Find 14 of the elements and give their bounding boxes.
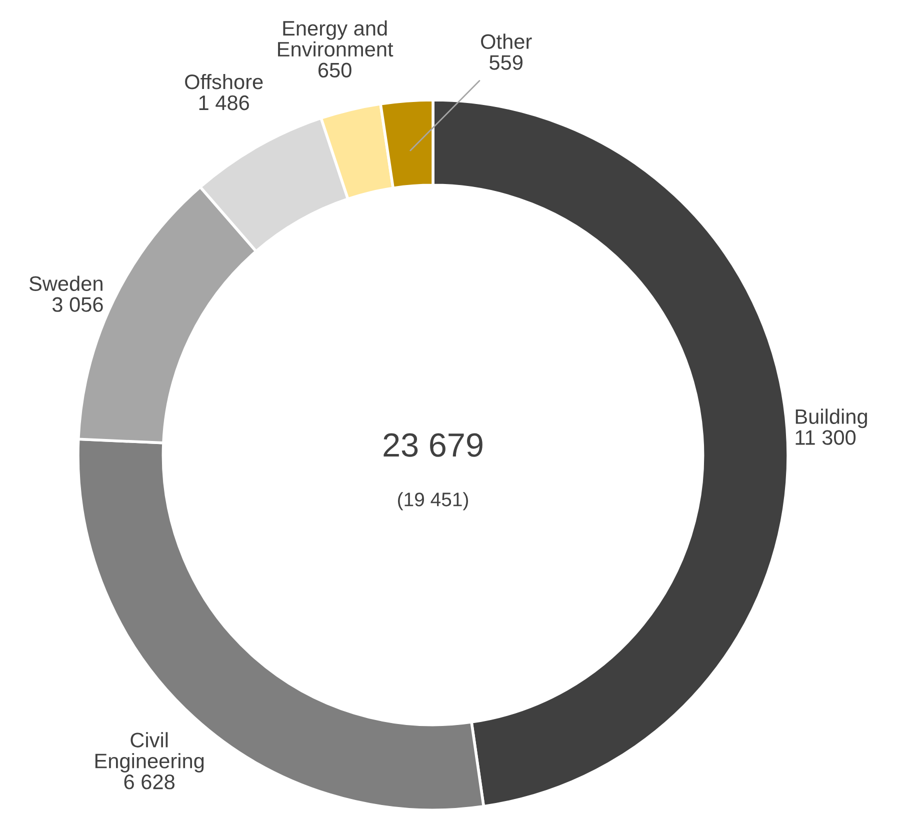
data-label: 559 (490, 55, 522, 70)
text: 23 679 (384, 433, 482, 457)
data-label: 1 486 (199, 95, 249, 110)
slice-label: Building (796, 408, 867, 428)
slice-label: Energy and Environment (278, 20, 394, 57)
data-label: 3 056 (52, 297, 103, 312)
slice-label: Civil Engineering (95, 732, 204, 772)
text: (19 451) (398, 492, 468, 510)
slice-label: Offshore (185, 74, 263, 90)
data-label: 6 628 (124, 774, 174, 790)
slice-label: Sweden (29, 276, 102, 292)
data-label: 11 300 (796, 430, 856, 445)
data-label: 650 (318, 62, 352, 78)
slice-label: Other (481, 34, 532, 49)
